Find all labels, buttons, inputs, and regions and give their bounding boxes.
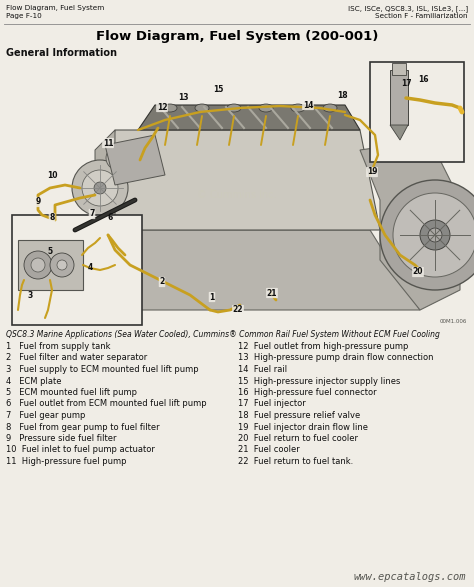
Circle shape	[57, 260, 67, 270]
Text: 4   ECM plate: 4 ECM plate	[6, 376, 62, 386]
Circle shape	[420, 220, 450, 250]
Text: 3   Fuel supply to ECM mounted fuel lift pump: 3 Fuel supply to ECM mounted fuel lift p…	[6, 365, 199, 374]
Text: 9: 9	[36, 197, 41, 207]
Text: Flow Diagram, Fuel System: Flow Diagram, Fuel System	[6, 5, 104, 11]
Circle shape	[94, 182, 106, 194]
Circle shape	[112, 152, 124, 164]
Text: 7   Fuel gear pump: 7 Fuel gear pump	[6, 411, 85, 420]
Text: 9   Pressure side fuel filter: 9 Pressure side fuel filter	[6, 434, 117, 443]
Circle shape	[50, 253, 74, 277]
Text: QSC8.3 Marine Applications (Sea Water Cooled), Cummins® Common Rail Fuel System : QSC8.3 Marine Applications (Sea Water Co…	[6, 330, 440, 339]
Circle shape	[380, 180, 474, 290]
Polygon shape	[38, 230, 115, 310]
Text: 17: 17	[401, 79, 411, 87]
Bar	[12, 215, 142, 325]
Text: 21  Fuel cooler: 21 Fuel cooler	[238, 446, 300, 454]
Text: 12: 12	[157, 103, 167, 112]
Text: 2: 2	[159, 278, 164, 286]
Text: 20  Fuel return to fuel cooler: 20 Fuel return to fuel cooler	[238, 434, 358, 443]
Ellipse shape	[259, 104, 273, 112]
Ellipse shape	[227, 104, 241, 112]
Text: ISC, ISCe, QSC8.3, ISL, ISLe3, [...]: ISC, ISCe, QSC8.3, ISL, ISLe3, [...]	[348, 5, 468, 12]
Circle shape	[82, 170, 118, 206]
Text: 10  Fuel inlet to fuel pump actuator: 10 Fuel inlet to fuel pump actuator	[6, 446, 155, 454]
Text: 11: 11	[103, 139, 113, 147]
Polygon shape	[360, 140, 460, 310]
Text: 6: 6	[108, 214, 113, 222]
Text: 16: 16	[418, 76, 428, 85]
Circle shape	[393, 193, 474, 277]
Text: 15  High-pressure injector supply lines: 15 High-pressure injector supply lines	[238, 376, 401, 386]
Text: 12  Fuel outlet from high-pressure pump: 12 Fuel outlet from high-pressure pump	[238, 342, 409, 351]
Text: Flow Diagram, Fuel System (200-001): Flow Diagram, Fuel System (200-001)	[96, 30, 378, 43]
Text: 3: 3	[27, 291, 33, 299]
Ellipse shape	[291, 104, 305, 112]
Ellipse shape	[163, 104, 177, 112]
Bar	[370, 62, 464, 162]
Text: Section F - Familiarization: Section F - Familiarization	[375, 13, 468, 19]
Text: 16  High-pressure fuel connector: 16 High-pressure fuel connector	[238, 388, 377, 397]
Bar	[18, 240, 83, 290]
Bar	[390, 70, 408, 125]
Text: 22: 22	[233, 305, 243, 315]
Polygon shape	[105, 135, 165, 185]
Text: 10: 10	[47, 171, 57, 180]
Text: 19: 19	[367, 167, 377, 177]
Ellipse shape	[323, 104, 337, 112]
Polygon shape	[138, 105, 360, 130]
Text: 8: 8	[49, 214, 55, 222]
Text: 21: 21	[267, 288, 277, 298]
Circle shape	[31, 258, 45, 272]
Text: 18  Fuel pressure relief valve: 18 Fuel pressure relief valve	[238, 411, 360, 420]
Text: General Information: General Information	[6, 48, 117, 58]
Text: 14  Fuel rail: 14 Fuel rail	[238, 365, 287, 374]
Text: 1   Fuel from supply tank: 1 Fuel from supply tank	[6, 342, 110, 351]
Text: 13  High-pressure pump drain flow connection: 13 High-pressure pump drain flow connect…	[238, 353, 434, 363]
Circle shape	[428, 228, 442, 242]
Text: 18: 18	[337, 92, 347, 100]
Text: 14: 14	[303, 100, 313, 110]
Text: 11  High-pressure fuel pump: 11 High-pressure fuel pump	[6, 457, 127, 466]
Text: 7: 7	[89, 210, 95, 218]
Text: 19  Fuel injector drain flow line: 19 Fuel injector drain flow line	[238, 423, 368, 431]
Polygon shape	[95, 130, 115, 230]
Text: 2   Fuel filter and water separator: 2 Fuel filter and water separator	[6, 353, 147, 363]
Text: 8   Fuel from gear pump to fuel filter: 8 Fuel from gear pump to fuel filter	[6, 423, 160, 431]
Text: 13: 13	[178, 93, 188, 103]
Text: 6   Fuel outlet from ECM mounted fuel lift pump: 6 Fuel outlet from ECM mounted fuel lift…	[6, 400, 207, 409]
Circle shape	[72, 160, 128, 216]
Text: © Cummins Inc.: © Cummins Inc.	[197, 190, 277, 200]
Text: 00M1.006: 00M1.006	[439, 319, 467, 324]
Text: 15: 15	[213, 86, 223, 95]
Polygon shape	[60, 230, 420, 310]
Circle shape	[106, 146, 130, 170]
Text: 22  Fuel return to fuel tank.: 22 Fuel return to fuel tank.	[238, 457, 353, 466]
Text: 1: 1	[210, 292, 215, 302]
Bar	[4, 58, 470, 326]
Text: Page F-10: Page F-10	[6, 13, 42, 19]
Text: 5: 5	[47, 248, 53, 257]
Text: www.epcatalogs.com: www.epcatalogs.com	[354, 572, 466, 582]
Text: 20: 20	[413, 268, 423, 276]
Circle shape	[24, 251, 52, 279]
Text: 4: 4	[87, 264, 92, 272]
Bar	[392, 63, 406, 75]
Ellipse shape	[195, 104, 209, 112]
Polygon shape	[95, 130, 380, 230]
Polygon shape	[390, 125, 408, 140]
Text: 17  Fuel injector: 17 Fuel injector	[238, 400, 306, 409]
Text: 5   ECM mounted fuel lift pump: 5 ECM mounted fuel lift pump	[6, 388, 137, 397]
